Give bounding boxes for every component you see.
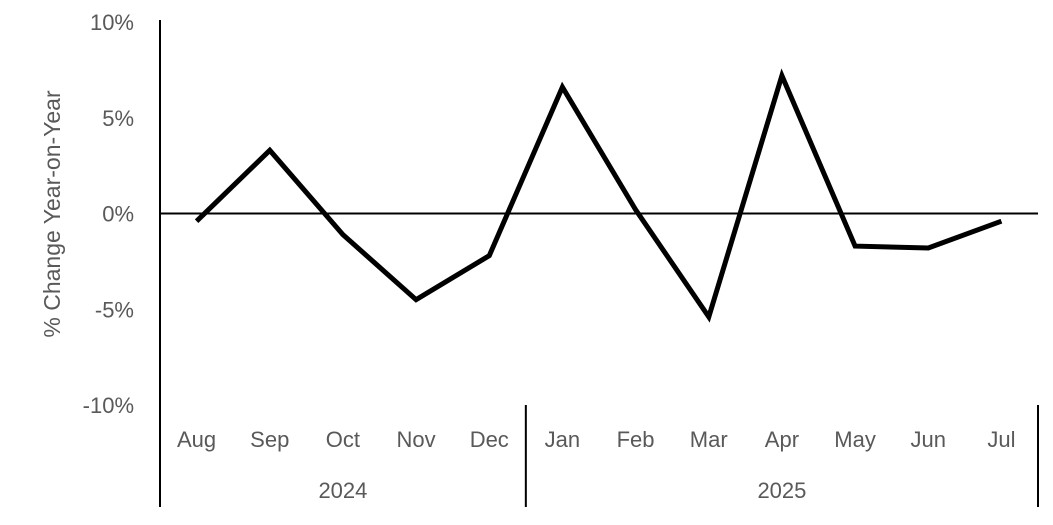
x-tick-label: Apr <box>765 427 799 452</box>
x-tick-label: Aug <box>177 427 216 452</box>
x-tick-label: May <box>834 427 876 452</box>
year-group-label: 2024 <box>318 478 367 503</box>
axes <box>159 20 1039 507</box>
x-tick-labels: Aug Sep Oct Nov Dec Jan Feb Mar Apr May Jun Jul <box>177 427 1015 452</box>
y-tick-label: -10% <box>83 393 134 418</box>
y-tick-label: -5% <box>95 297 134 322</box>
series-line <box>194 68 1003 323</box>
x-tick-label: Jul <box>987 427 1015 452</box>
y-tick-label: 5% <box>102 106 134 131</box>
y-tick-labels: 10% 5% 0% -5% -10% <box>83 10 134 418</box>
x-tick-label: Jun <box>911 427 946 452</box>
y-tick-label: 10% <box>90 10 134 35</box>
x-tick-label: Mar <box>690 427 728 452</box>
x-tick-label: Oct <box>326 427 360 452</box>
x-tick-label: Feb <box>617 427 655 452</box>
y-axis-label: % Change Year-on-Year <box>39 90 65 338</box>
x-tick-label: Nov <box>397 427 436 452</box>
year-group-labels: 2024 2025 <box>318 478 806 503</box>
series <box>194 68 1003 323</box>
x-tick-label: Sep <box>250 427 289 452</box>
year-group-label: 2025 <box>757 478 806 503</box>
y-tick-label: 0% <box>102 202 134 227</box>
x-tick-label: Dec <box>470 427 509 452</box>
x-tick-label: Jan <box>545 427 580 452</box>
